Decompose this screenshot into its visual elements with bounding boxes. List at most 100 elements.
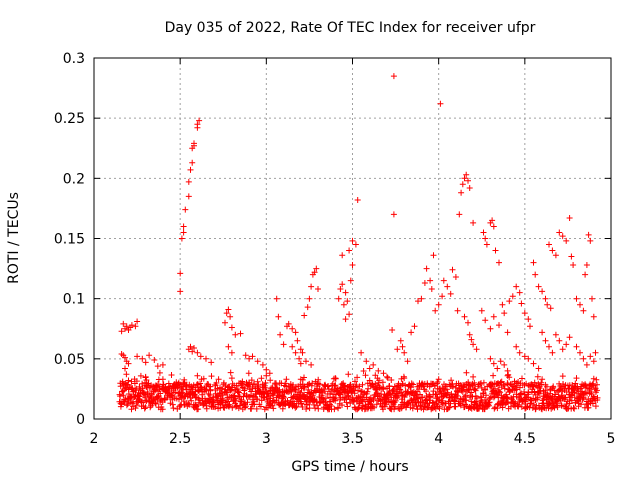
data-point <box>571 405 578 412</box>
data-point <box>346 311 353 318</box>
data-point <box>527 323 533 330</box>
data-point <box>583 361 590 368</box>
data-point <box>466 185 473 191</box>
data-point <box>138 399 145 406</box>
data-point <box>225 343 232 350</box>
data-point <box>539 376 546 383</box>
data-point <box>179 389 186 396</box>
data-point <box>544 301 551 308</box>
data-point <box>593 376 600 383</box>
data-point <box>292 404 299 411</box>
data-point <box>332 375 339 382</box>
data-point <box>496 322 502 329</box>
data-point <box>313 265 320 272</box>
data-point <box>408 380 415 387</box>
data-point <box>235 389 242 396</box>
data-point <box>294 337 301 344</box>
data-point <box>580 395 587 402</box>
data-point <box>222 319 228 326</box>
data-point <box>228 324 235 331</box>
data-point <box>376 377 383 384</box>
data-point <box>478 384 485 391</box>
data-point <box>335 390 342 397</box>
data-point <box>299 349 306 356</box>
data-point <box>559 233 566 240</box>
data-point <box>478 394 485 401</box>
data-point <box>120 392 127 399</box>
data-point <box>534 373 541 380</box>
data-point <box>577 301 583 308</box>
data-point <box>359 381 366 388</box>
data-point <box>516 289 523 296</box>
data-point <box>563 341 570 348</box>
data-point <box>394 394 401 401</box>
data-point <box>142 373 149 380</box>
data-point <box>496 259 502 266</box>
data-point <box>411 323 418 330</box>
data-point <box>513 283 520 290</box>
data-point <box>285 320 292 327</box>
data-point <box>554 404 561 411</box>
data-point <box>542 295 549 302</box>
data-point <box>452 274 459 280</box>
data-point <box>414 406 421 413</box>
data-point <box>148 391 155 398</box>
data-point <box>370 397 377 403</box>
data-point <box>538 379 545 386</box>
data-point <box>213 380 220 386</box>
data-point <box>594 381 600 388</box>
data-points <box>116 73 601 413</box>
data-point <box>280 393 287 400</box>
data-point <box>225 402 232 409</box>
data-point <box>226 401 233 408</box>
data-point <box>308 283 315 290</box>
data-point <box>371 404 377 411</box>
data-point <box>473 346 480 353</box>
data-point <box>301 374 307 381</box>
data-point <box>378 385 385 392</box>
data-point <box>592 349 599 356</box>
data-point <box>497 389 504 396</box>
data-point <box>530 360 537 367</box>
data-point <box>471 379 478 386</box>
data-point <box>228 349 235 356</box>
data-point <box>242 352 249 359</box>
data-point <box>573 343 580 350</box>
data-point <box>315 286 321 292</box>
data-point <box>427 277 434 284</box>
data-point <box>399 343 406 350</box>
data-point <box>290 382 296 388</box>
data-point <box>249 353 256 360</box>
data-point <box>154 363 161 370</box>
data-point <box>246 355 253 362</box>
data-point <box>133 402 140 409</box>
data-point <box>304 304 311 311</box>
data-point <box>283 376 290 383</box>
data-point <box>392 403 398 410</box>
data-point <box>273 295 280 302</box>
data-point <box>363 358 370 365</box>
data-point <box>331 406 338 413</box>
data-point <box>372 380 379 387</box>
data-point <box>336 391 343 398</box>
data-point <box>146 352 153 359</box>
data-point <box>501 310 508 317</box>
data-point <box>254 378 261 385</box>
data-point <box>194 121 201 128</box>
data-point <box>345 371 352 378</box>
data-point <box>543 383 550 390</box>
data-point <box>587 237 594 244</box>
data-point <box>337 286 344 292</box>
data-point <box>203 405 210 412</box>
data-point <box>282 380 289 387</box>
data-point <box>515 402 522 409</box>
data-point <box>482 317 489 324</box>
data-point <box>470 219 477 226</box>
data-point <box>244 399 251 406</box>
data-point <box>492 385 498 392</box>
data-point <box>306 405 313 412</box>
data-point <box>203 355 209 362</box>
data-point <box>354 374 361 381</box>
data-point <box>236 402 243 409</box>
data-point <box>191 142 197 149</box>
